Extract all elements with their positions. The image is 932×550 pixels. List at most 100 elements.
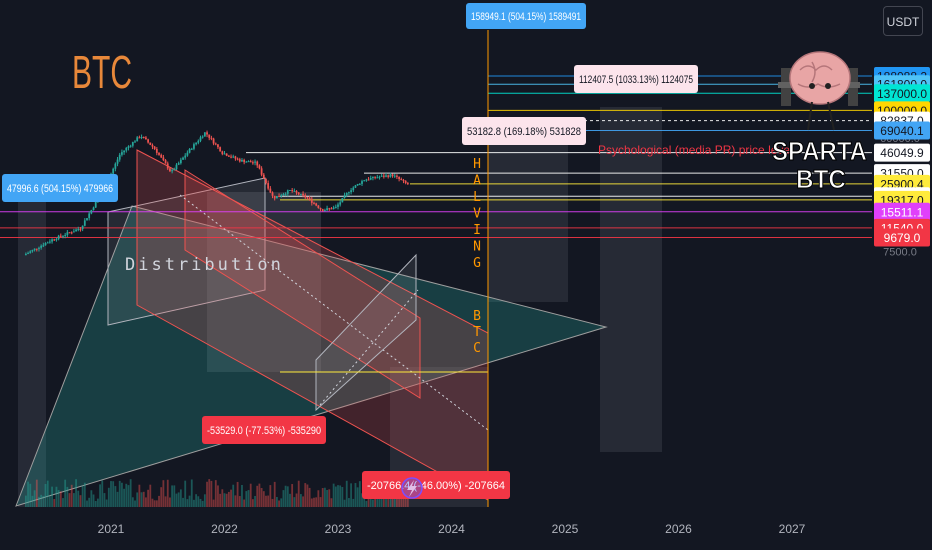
candle-body xyxy=(171,170,174,172)
candle-body xyxy=(138,137,141,139)
candle-body xyxy=(352,187,355,191)
x-tick-label: 2027 xyxy=(779,522,806,536)
volume-bar xyxy=(286,486,289,507)
candle-body xyxy=(238,159,241,162)
svg-text:112407.5 (1033.13%) 1124075: 112407.5 (1033.13%) 1124075 xyxy=(579,74,693,86)
volume-bar xyxy=(112,481,115,507)
x-tick-label: 2026 xyxy=(665,522,692,536)
volume-bar xyxy=(149,484,152,507)
candle-body xyxy=(94,201,97,208)
lightning-icon[interactable] xyxy=(401,477,423,499)
measure-label: 112407.5 (1033.13%) 1124075 xyxy=(574,65,698,93)
candle-body xyxy=(289,190,291,192)
candle-body xyxy=(299,193,302,195)
volume-bar xyxy=(90,490,93,507)
distribution-label: Distribution xyxy=(125,255,284,275)
volume-bar xyxy=(92,494,95,507)
candle-body xyxy=(241,159,243,162)
btc-vertical-text: BTC xyxy=(473,309,481,356)
volume-bar xyxy=(53,499,56,507)
candle-body xyxy=(306,197,309,199)
candle-body xyxy=(310,198,313,203)
volume-bar xyxy=(77,490,80,507)
volume-bar xyxy=(243,499,246,507)
volume-bar xyxy=(345,480,348,507)
candle-body xyxy=(284,193,287,195)
candle-body xyxy=(179,159,182,164)
candle-body xyxy=(363,180,366,182)
volume-bar xyxy=(131,497,134,507)
candle-body xyxy=(249,161,252,163)
volume-bar xyxy=(145,497,147,507)
volume-bar xyxy=(217,485,219,507)
volume-bar xyxy=(299,494,302,507)
volume-bar xyxy=(232,484,235,507)
candle-body xyxy=(38,247,40,249)
volume-bar xyxy=(66,486,69,507)
candle-body xyxy=(402,180,405,182)
candle-body xyxy=(247,161,250,163)
volume-bar xyxy=(116,491,119,507)
volume-bar xyxy=(140,492,143,507)
volume-bar xyxy=(348,498,350,507)
candle-body xyxy=(75,229,77,232)
measure-label: 47996.6 (504.15%) 479966 xyxy=(2,174,118,202)
candle-body xyxy=(140,136,143,138)
candle-body xyxy=(234,156,237,159)
volume-bar xyxy=(105,499,108,507)
volume-bar xyxy=(282,490,285,507)
halving-letter: H xyxy=(473,157,481,172)
candle-body xyxy=(313,202,315,204)
candle-body xyxy=(142,136,145,138)
volume-bar xyxy=(136,492,139,507)
candle-body xyxy=(131,142,134,146)
candle-body xyxy=(334,206,337,208)
volume-bar xyxy=(393,498,396,507)
candle-body xyxy=(343,195,346,198)
candle-body xyxy=(225,153,228,156)
candle-body xyxy=(24,253,27,256)
cycle-zones xyxy=(18,107,662,507)
volume-bar xyxy=(70,484,73,507)
volume-bar xyxy=(214,480,217,507)
volume-bar xyxy=(175,493,178,507)
candle-body xyxy=(332,207,335,210)
candle-body xyxy=(378,176,381,178)
volume-bar xyxy=(236,481,239,507)
volume-bar xyxy=(35,479,38,507)
candle-body xyxy=(341,197,344,203)
candle-body xyxy=(112,168,115,174)
volume-bar xyxy=(328,489,331,507)
volume-bars xyxy=(24,479,409,507)
volume-bar xyxy=(186,499,189,507)
volume-bar xyxy=(129,479,132,507)
volume-bar xyxy=(182,497,184,507)
volume-bar xyxy=(24,495,27,507)
volume-bar xyxy=(265,495,267,507)
volume-bar xyxy=(361,493,363,507)
cycle-zone xyxy=(600,107,662,452)
volume-bar xyxy=(169,497,171,507)
candle-body xyxy=(265,178,267,184)
volume-bar xyxy=(212,499,215,507)
volume-bar xyxy=(199,498,202,507)
volume-bar xyxy=(219,493,222,507)
cycle-zone xyxy=(488,145,568,302)
candle-body xyxy=(182,157,184,160)
halving-letter: V xyxy=(473,207,481,222)
volume-bar xyxy=(147,489,150,507)
currency-button[interactable]: USDT xyxy=(883,6,923,36)
candle-body xyxy=(321,209,324,212)
volume-bar xyxy=(81,485,84,507)
svg-text:158949.1 (504.15%) 1589491: 158949.1 (504.15%) 1589491 xyxy=(471,11,581,23)
price-tag-label: 137000.0 xyxy=(877,87,927,101)
candle-body xyxy=(53,239,56,241)
volume-bar xyxy=(308,487,311,507)
volume-bar xyxy=(278,500,280,507)
volume-bar xyxy=(162,480,165,507)
candle-body xyxy=(396,175,398,177)
candle-body xyxy=(317,205,320,208)
candle-body xyxy=(173,169,176,171)
candle-body xyxy=(286,190,289,194)
